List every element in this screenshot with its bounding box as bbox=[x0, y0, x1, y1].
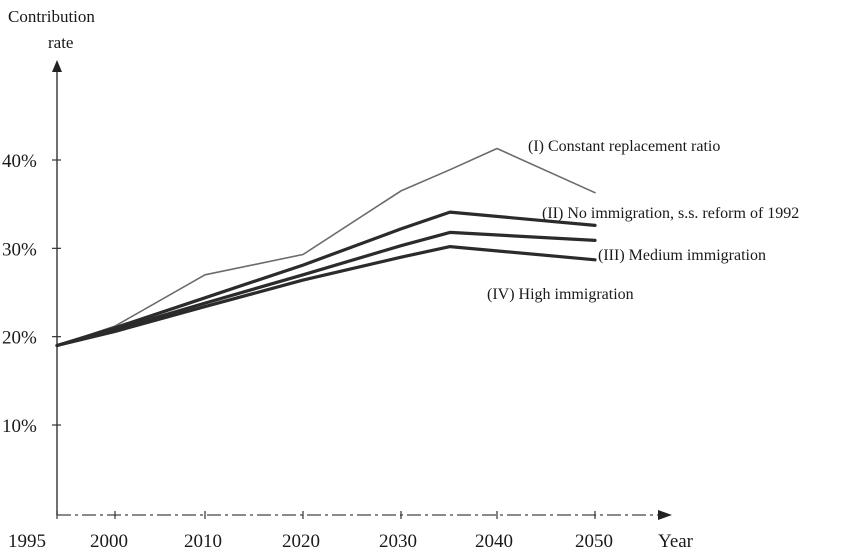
y-axis-arrow-icon bbox=[52, 60, 62, 72]
series-label: (I) Constant replacement ratio bbox=[528, 138, 720, 155]
series-layer bbox=[55, 147, 597, 348]
y-tick-label: 40% bbox=[2, 151, 37, 172]
y-tick-label: 10% bbox=[2, 416, 37, 437]
x-tick-label: 2030 bbox=[379, 531, 417, 552]
series-line bbox=[55, 245, 597, 348]
y-axis-title-line2: rate bbox=[48, 33, 73, 52]
series-label: (II) No immigration, s.s. reform of 1992 bbox=[542, 205, 799, 222]
x-tick-label: 2050 bbox=[575, 531, 613, 552]
axes bbox=[52, 60, 672, 520]
series-line bbox=[56, 147, 596, 347]
labels: 10% 20% 30% 40% 1995 2000 2010 2020 2030 2040 2050… bbox=[2, 7, 799, 552]
y-tick-label: 20% bbox=[2, 328, 37, 349]
series-line bbox=[55, 210, 597, 348]
x-tick-label: 2000 bbox=[90, 531, 128, 552]
x-axis-title: Year bbox=[658, 531, 694, 552]
y-tick-label: 30% bbox=[2, 239, 37, 260]
y-axis-title-line1: Contribution bbox=[8, 7, 95, 26]
x-tick-label: 2020 bbox=[282, 531, 320, 552]
x-tick-label: 1995 bbox=[8, 531, 46, 552]
series-label: (III) Medium immigration bbox=[598, 247, 766, 264]
x-tick-label: 2040 bbox=[475, 531, 513, 552]
series-label: (IV) High immigration bbox=[487, 286, 634, 303]
x-tick-label: 2010 bbox=[184, 531, 222, 552]
x-axis-arrow-icon bbox=[658, 510, 672, 520]
series-line bbox=[55, 230, 597, 348]
